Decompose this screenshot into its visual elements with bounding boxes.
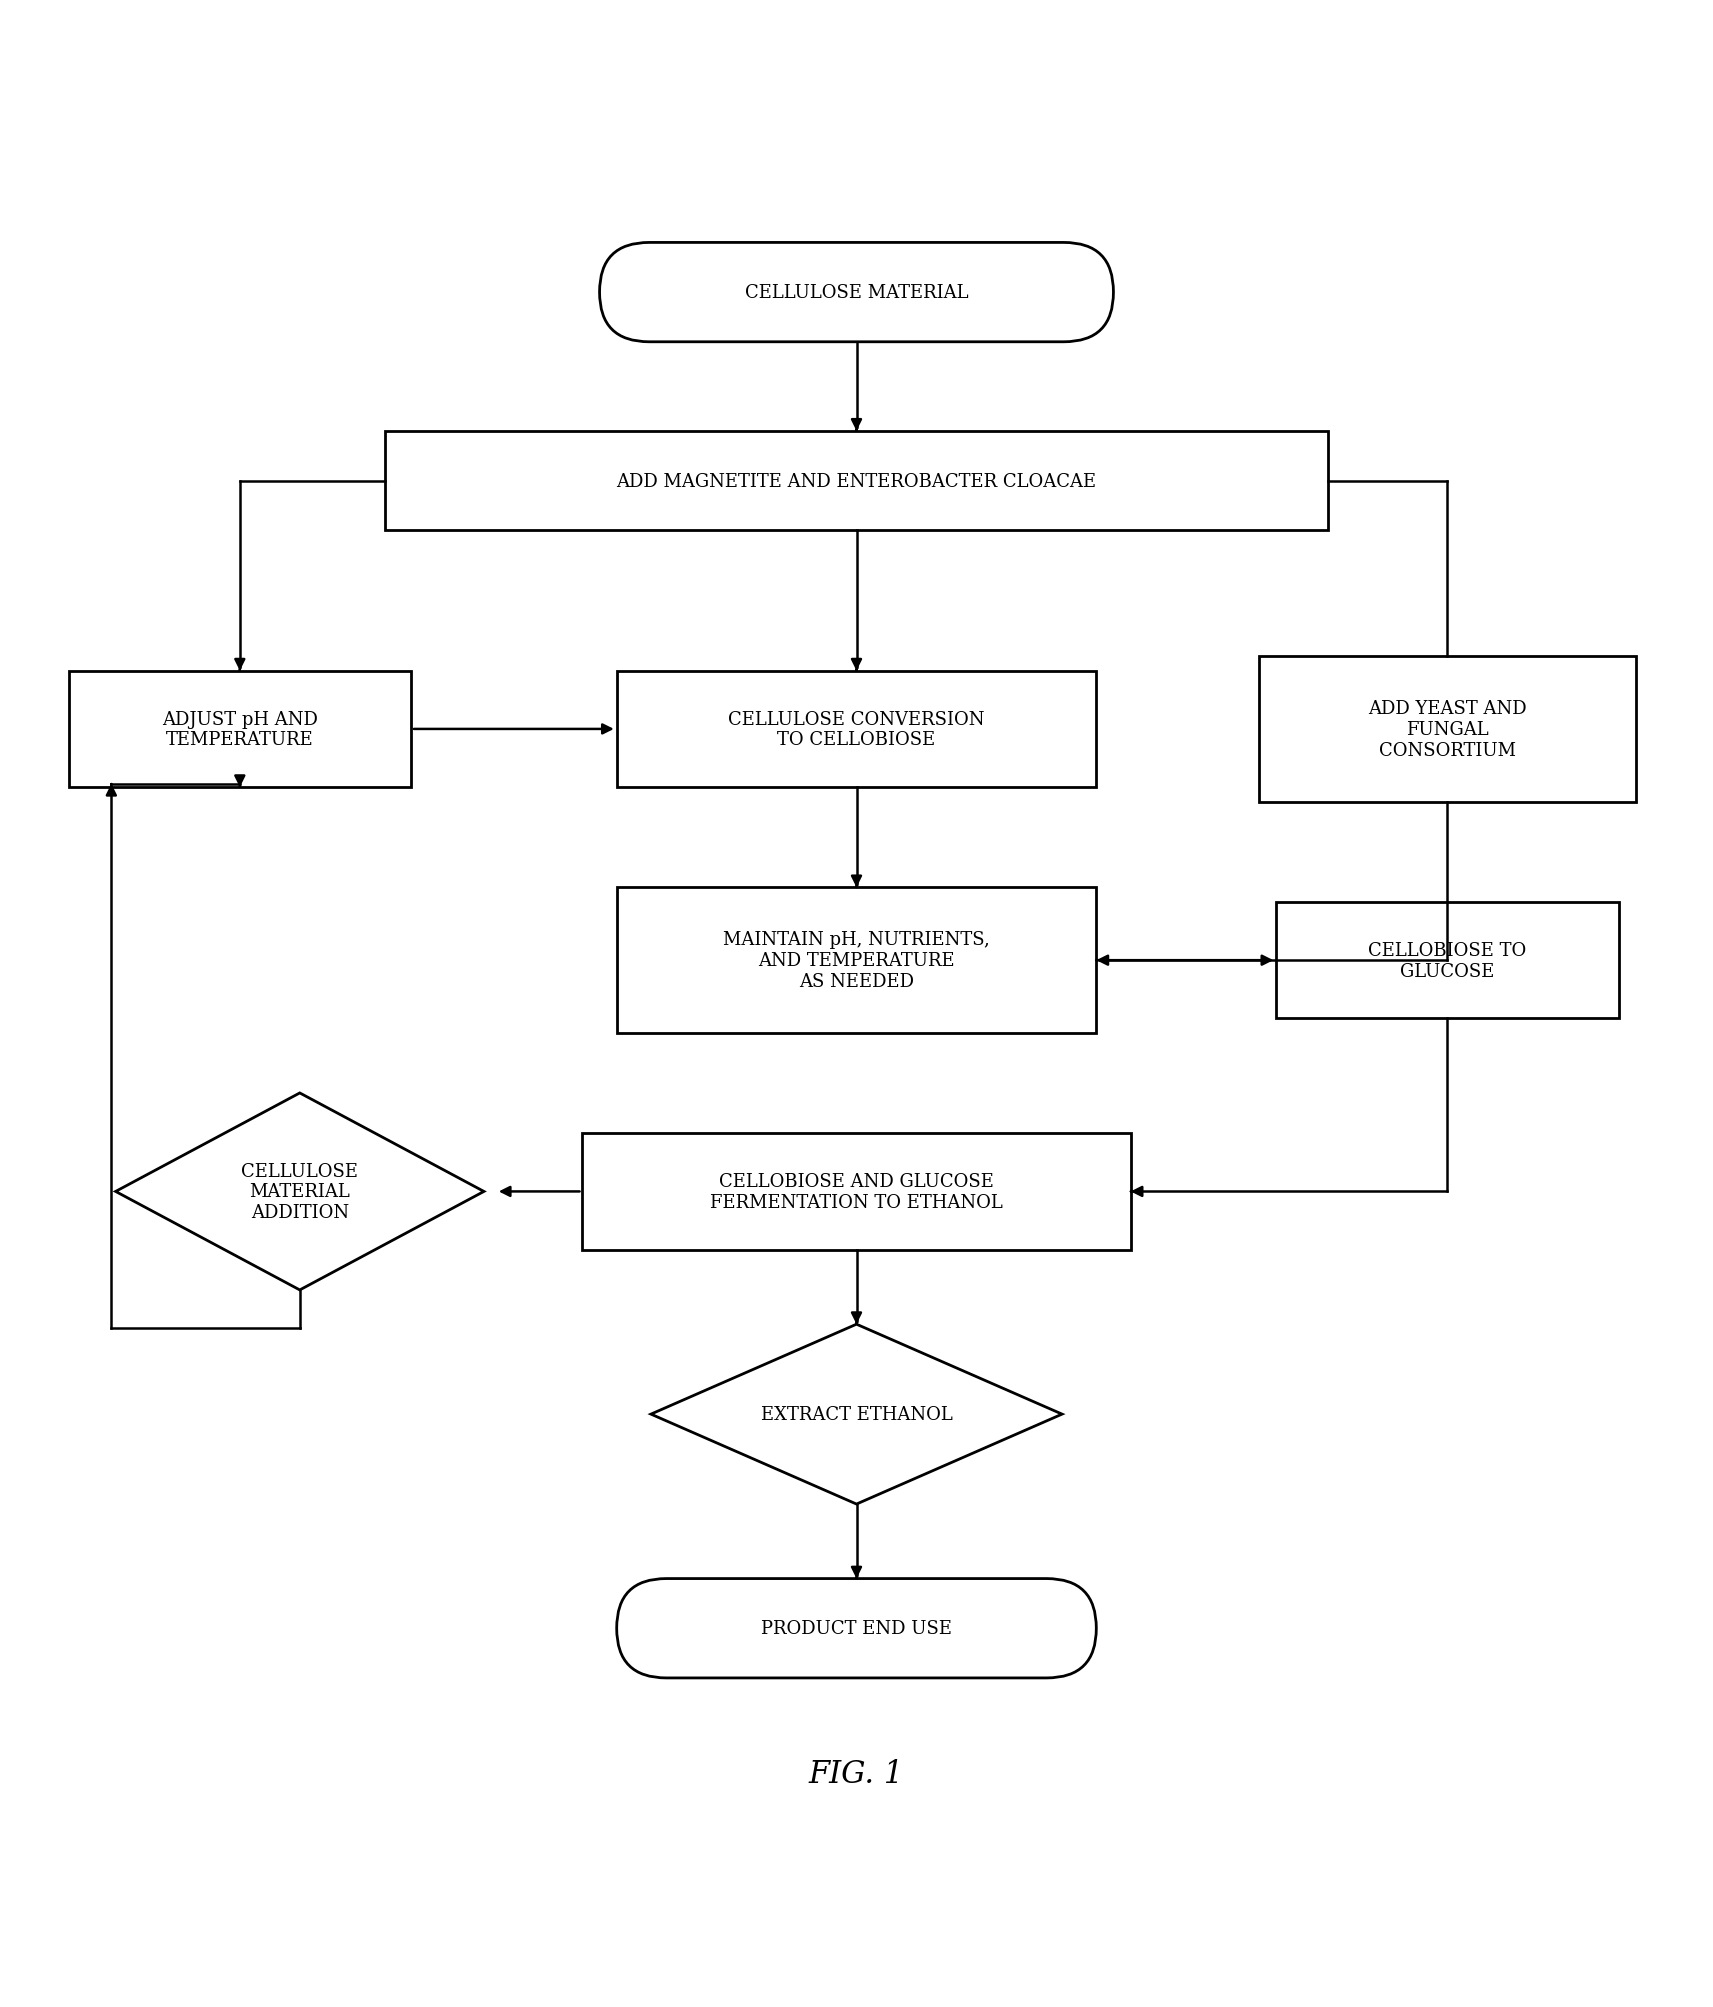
Text: FIG. 1: FIG. 1 [809,1758,904,1790]
FancyBboxPatch shape [617,672,1096,789]
Text: CELLULOSE MATERIAL: CELLULOSE MATERIAL [745,283,968,301]
Polygon shape [651,1325,1062,1505]
Text: ADD YEAST AND
FUNGAL
CONSORTIUM: ADD YEAST AND FUNGAL CONSORTIUM [1369,700,1526,759]
FancyBboxPatch shape [617,887,1096,1034]
Text: CELLULOSE
MATERIAL
ADDITION: CELLULOSE MATERIAL ADDITION [242,1162,358,1222]
FancyBboxPatch shape [1276,903,1619,1020]
Text: MAINTAIN pH, NUTRIENTS,
AND TEMPERATURE
AS NEEDED: MAINTAIN pH, NUTRIENTS, AND TEMPERATURE … [723,931,990,991]
Text: ADJUST pH AND
TEMPERATURE: ADJUST pH AND TEMPERATURE [163,710,317,749]
FancyBboxPatch shape [1259,656,1636,803]
FancyBboxPatch shape [600,243,1113,343]
Text: CELLOBIOSE TO
GLUCOSE: CELLOBIOSE TO GLUCOSE [1369,941,1526,979]
Text: CELLOBIOSE AND GLUCOSE
FERMENTATION TO ETHANOL: CELLOBIOSE AND GLUCOSE FERMENTATION TO E… [711,1172,1002,1212]
Text: CELLULOSE CONVERSION
TO CELLOBIOSE: CELLULOSE CONVERSION TO CELLOBIOSE [728,710,985,749]
Text: EXTRACT ETHANOL: EXTRACT ETHANOL [761,1405,952,1423]
FancyBboxPatch shape [69,672,411,789]
Text: ADD MAGNETITE AND ENTEROBACTER CLOACAE: ADD MAGNETITE AND ENTEROBACTER CLOACAE [617,472,1096,490]
FancyBboxPatch shape [617,1580,1096,1678]
Text: PRODUCT END USE: PRODUCT END USE [761,1620,952,1638]
FancyBboxPatch shape [582,1134,1131,1250]
FancyBboxPatch shape [385,432,1328,532]
Polygon shape [115,1094,483,1291]
